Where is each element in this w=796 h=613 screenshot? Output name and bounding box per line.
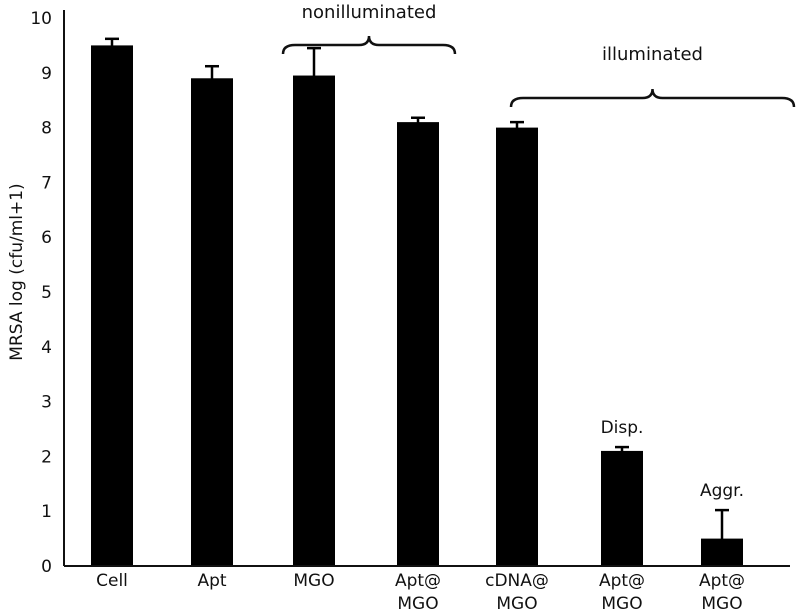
y-tick-label: 6 [41, 228, 52, 248]
bar [293, 75, 335, 566]
bar-annotation: Disp. [601, 418, 644, 438]
bar [191, 78, 233, 566]
x-tick-label: cDNA@ [485, 571, 549, 591]
y-tick-label: 7 [41, 173, 52, 193]
y-axis-label: MRSA log (cfu/ml+1) [7, 183, 27, 360]
bar-annotation: Aggr. [700, 481, 744, 501]
x-tick-label: Apt@ [395, 571, 441, 591]
y-axis: 0 1 2 3 4 5 6 7 8 9 10 [30, 9, 65, 577]
y-tick-label: 5 [41, 283, 52, 303]
bar [496, 127, 538, 566]
y-tick-label: 2 [41, 447, 52, 467]
group-label: nonilluminated [302, 2, 437, 23]
group-bracket [509, 88, 796, 108]
x-tick-label: Cell [96, 571, 128, 591]
x-tick-label: MGO [397, 594, 438, 613]
x-tick-label: MGO [701, 594, 742, 613]
x-tick-label: MGO [496, 594, 537, 613]
x-tick-label: MGO [293, 571, 334, 591]
x-tick-label: Apt@ [599, 571, 645, 591]
y-tick-label: 8 [41, 119, 52, 139]
x-tick-label: MGO [601, 594, 642, 613]
group-label: illuminated [602, 44, 703, 65]
y-tick-label: 3 [41, 393, 52, 413]
x-axis: Cell Apt MGO Apt@ MGO cDNA@ MGO Apt@ MGO Apt@ MGO [64, 565, 790, 613]
bar [91, 45, 133, 566]
x-tick-label: Apt@ [699, 571, 745, 591]
bar [397, 122, 439, 567]
bar [601, 450, 643, 566]
y-tick-label: 4 [41, 338, 52, 358]
y-tick-label: 10 [30, 9, 52, 29]
group-brackets: nonilluminated illuminated [281, 2, 796, 108]
group-bracket [281, 35, 457, 55]
y-tick-label: 1 [41, 502, 52, 522]
x-tick-label: Apt [197, 571, 226, 591]
y-tick-label: 9 [41, 64, 52, 84]
bars: Disp. Aggr. [91, 37, 744, 567]
y-tick-label: 0 [41, 557, 52, 577]
